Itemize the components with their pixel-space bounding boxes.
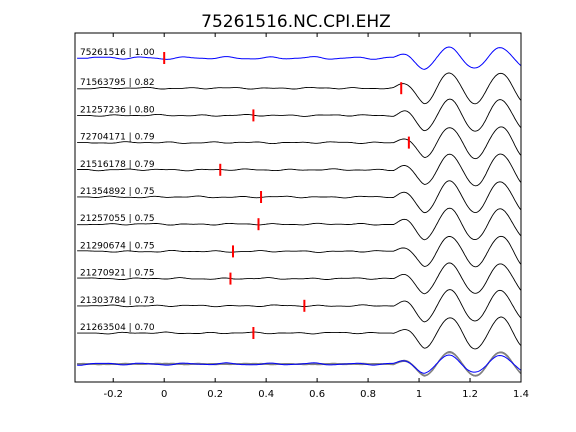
x-tick-label: 0 (161, 389, 167, 400)
trace-line-21303784 (77, 289, 522, 323)
pick-markers-layer (163, 52, 410, 339)
trace-line-71563795 (77, 72, 522, 105)
trace-line-75261516 (77, 46, 522, 70)
trace-label-21257236: 21257236 | 0.80 (80, 105, 155, 115)
stack-reference-trace (77, 354, 522, 374)
trace-line-21263504 (77, 316, 522, 350)
x-tick-label: 0.4 (258, 389, 274, 400)
x-tick-label: 0.2 (207, 389, 223, 400)
trace-label-21354892: 21354892 | 0.75 (80, 187, 155, 197)
trace-line-72704171 (77, 126, 522, 160)
trace-line-21270921 (77, 262, 522, 295)
trace-line-21354892 (77, 180, 522, 214)
x-axis: -0.2 0 0.2 0.4 0.6 0.8 1 1.2 1.4 (103, 33, 529, 400)
traces-layer (77, 46, 522, 350)
trace-label-21290674: 21290674 | 0.75 (80, 241, 155, 251)
x-tick-label: 0.6 (309, 389, 325, 400)
trace-line-21290674 (77, 235, 522, 268)
x-tick-label: 0.8 (360, 389, 376, 400)
trace-label-21270921: 21270921 | 0.75 (80, 269, 155, 279)
trace-label-72704171: 72704171 | 0.79 (80, 133, 155, 143)
chart-title: 75261516.NC.CPI.EHZ (201, 12, 391, 32)
trace-label-21516178: 21516178 | 0.79 (80, 160, 155, 170)
trace-line-21516178 (77, 153, 522, 187)
trace-label-71563795: 71563795 | 0.82 (80, 78, 155, 88)
trace-labels-layer: 75261516 | 1.00 71563795 | 0.82 21257236 |… (80, 48, 155, 333)
x-tick-label: 1.4 (513, 389, 529, 400)
x-tick-label: 1.2 (462, 389, 478, 400)
stack-layer (77, 351, 522, 377)
plot-area-frame (74, 32, 522, 383)
trace-label-21257055: 21257055 | 0.75 (80, 214, 155, 224)
x-tick-label: 1 (416, 389, 422, 400)
trace-line-21257236 (77, 98, 522, 132)
x-tick-label: -0.2 (103, 389, 123, 400)
trace-label-21263504: 21263504 | 0.70 (80, 323, 155, 333)
trace-label-21303784: 21303784 | 0.73 (80, 296, 155, 306)
trace-label-75261516: 75261516 | 1.00 (80, 48, 155, 58)
trace-line-21257055 (77, 207, 522, 241)
